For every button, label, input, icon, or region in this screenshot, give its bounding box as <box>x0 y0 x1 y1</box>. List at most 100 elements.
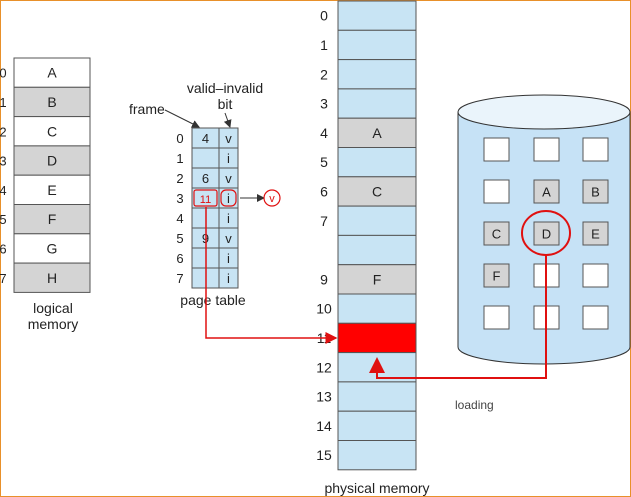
physical-frame-index: 5 <box>320 154 328 170</box>
physical-frame-cell <box>337 293 417 324</box>
physical-frame-cell <box>337 410 417 442</box>
physical-memory-caption: physical memory <box>324 480 429 496</box>
page-table-index: 1 <box>176 151 183 166</box>
page-table-index: 3 <box>176 191 183 206</box>
logical-page-label: E <box>47 182 56 198</box>
page-table-bit-cell <box>218 267 239 289</box>
physical-frame-index: 9 <box>320 271 328 287</box>
disk-slot <box>582 179 609 204</box>
page-table-bit: i <box>227 271 230 286</box>
physical-frame-index: 2 <box>320 66 328 82</box>
page-table-bit: v <box>225 131 232 146</box>
physical-frame-index: 6 <box>320 183 328 199</box>
physical-frame-cell <box>337 440 417 471</box>
physical-frame-cell <box>337 59 417 90</box>
valid-invalid-label-line2: bit <box>218 96 233 112</box>
disk-slot <box>582 305 609 330</box>
page-table-bit: v <box>225 231 232 246</box>
disk-slot <box>533 137 560 162</box>
loading-label: loading <box>455 398 494 412</box>
disk-slot <box>582 137 609 162</box>
physical-frame-cell <box>337 322 417 354</box>
frame-label-arrow <box>164 109 200 128</box>
page-table-index: 0 <box>176 131 183 146</box>
updated-bit-circle <box>263 189 281 207</box>
physical-frame-index: 1 <box>320 37 328 53</box>
logical-page-label: F <box>48 211 57 227</box>
logical-page-index: 3 <box>0 154 7 169</box>
disk-slot <box>582 263 609 288</box>
physical-frame-cell <box>337 147 417 178</box>
physical-frame-cell <box>337 0 417 31</box>
physical-frame-content: A <box>372 125 382 141</box>
invalid-bit-highlight <box>220 189 237 207</box>
logical-page-index: 2 <box>0 124 7 139</box>
physical-frame-cell <box>337 29 417 61</box>
physical-frame-index: 7 <box>320 213 328 229</box>
disk-slot-label: C <box>492 227 501 242</box>
page-table-frame-cell <box>191 147 220 169</box>
logical-memory: A 0 B 1 C 2 D 3 E 4 F 5 G 6 H 7 <box>0 57 91 293</box>
page-table-index: 6 <box>176 251 183 266</box>
page-table-index: 7 <box>176 271 183 286</box>
physical-frame-index: 13 <box>316 389 332 405</box>
highlight-circle-d <box>521 210 571 256</box>
logical-page-cell <box>13 262 91 293</box>
physical-frame-content: F <box>373 271 382 287</box>
disk-slot-label: D <box>542 227 551 242</box>
page-table-bit: i <box>227 211 230 226</box>
disk-slot-label: F <box>493 269 501 284</box>
physical-frame-index: 14 <box>316 418 332 434</box>
logical-page-label: A <box>47 65 57 81</box>
logical-page-index: 6 <box>0 241 7 256</box>
logical-page-label: B <box>47 94 56 110</box>
logical-memory-caption-line1: logical <box>33 300 73 316</box>
logical-page-cell <box>13 116 91 147</box>
logical-page-index: 0 <box>0 66 7 81</box>
disk-slot-label: E <box>591 227 600 242</box>
logical-page-cell <box>13 233 91 264</box>
logical-page-label: C <box>47 123 57 139</box>
page-table-bit: i <box>227 151 230 166</box>
frame-11-highlight <box>193 189 218 207</box>
physical-frame-cell <box>337 176 417 207</box>
physical-frame-cell <box>337 234 417 266</box>
page-table-frame-number: 4 <box>202 131 209 146</box>
disk-slot <box>483 263 510 288</box>
loading-arrow <box>369 254 547 379</box>
logical-page-cell <box>13 145 91 176</box>
physical-frame-index: 10 <box>316 301 332 317</box>
logical-page-label: H <box>47 270 57 286</box>
disk-slot-label: A <box>542 185 551 200</box>
disk-slot <box>582 221 609 246</box>
disk-slot <box>533 221 560 246</box>
page-table-bit: i <box>227 191 230 206</box>
disk-slot-label: B <box>591 185 600 200</box>
logical-page-label: G <box>47 240 58 256</box>
page-table-index: 4 <box>176 211 183 226</box>
frame-label: frame <box>129 101 165 117</box>
disk-slot <box>533 179 560 204</box>
valid-bit-label-arrow <box>223 112 232 128</box>
logical-page-index: 1 <box>0 95 7 110</box>
physical-frame-index: 3 <box>320 96 328 112</box>
page-table-frame-number: 6 <box>202 171 209 186</box>
physical-frame-cell <box>337 205 417 236</box>
page-table: 0 4 v1 i2 6 v3 11 i4 i5 9 v6 i7 i <box>176 127 239 289</box>
physical-frame-content: C <box>372 183 382 199</box>
page-table-bit: v <box>225 171 232 186</box>
frame-to-memory-arrow <box>205 207 338 344</box>
physical-frame-cell <box>337 381 417 412</box>
physical-frame-cell <box>337 88 417 119</box>
physical-frame-cell <box>337 264 417 295</box>
physical-frame-cell <box>337 117 417 148</box>
valid-invalid-label-line1: valid–invalid <box>187 80 263 96</box>
page-table-caption: page table <box>180 292 246 308</box>
physical-frame-index: 15 <box>316 447 332 463</box>
disk-top <box>457 94 631 130</box>
logical-page-index: 5 <box>0 212 7 227</box>
logical-memory-caption-line2: memory <box>28 316 79 332</box>
page-table-frame-number: 11 <box>200 194 211 206</box>
